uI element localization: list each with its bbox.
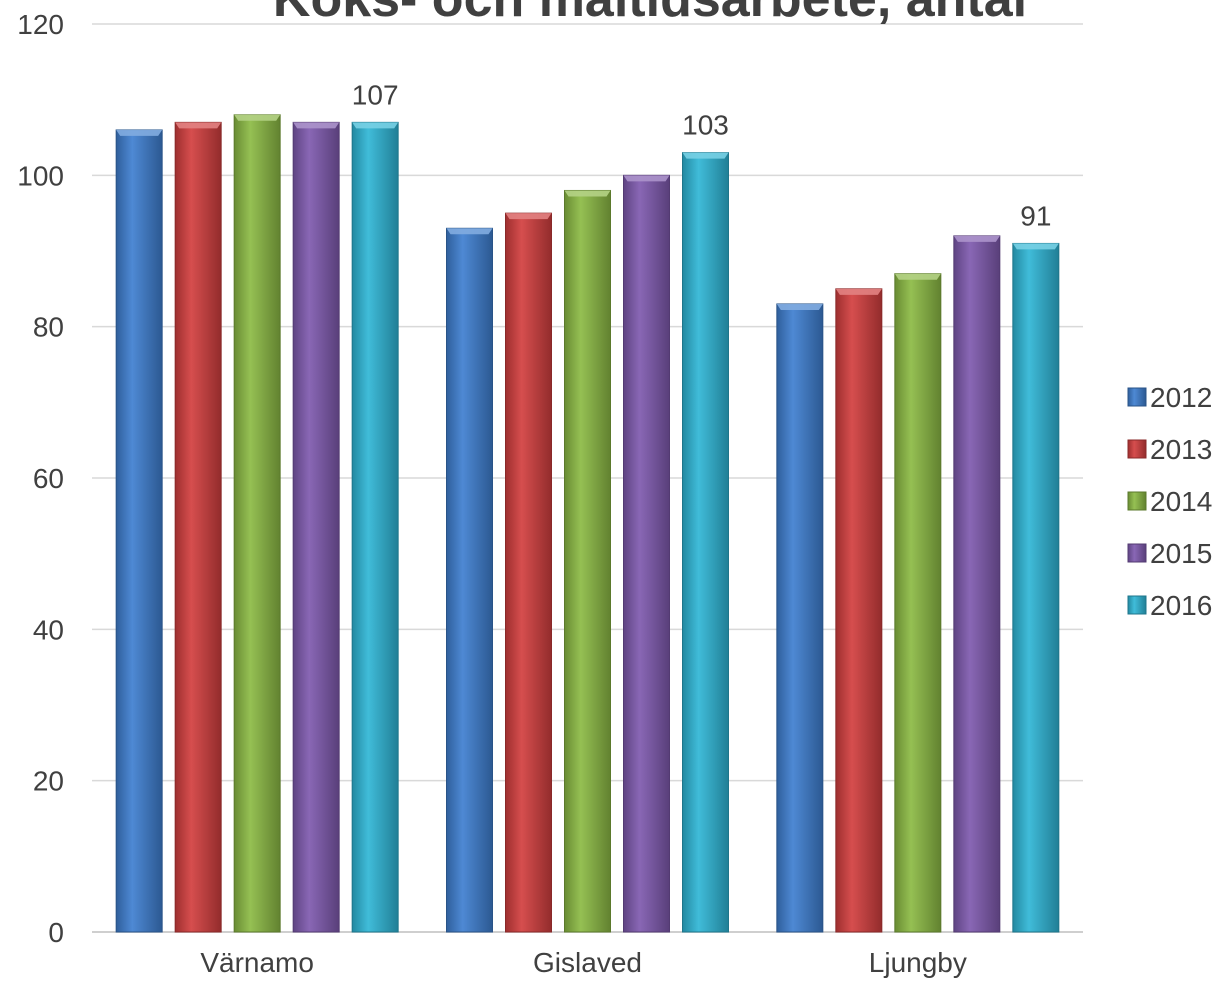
bar-top-bevel [1012, 243, 1059, 250]
chart-title: Koks- och måltidsarbete, antal [273, 0, 1027, 28]
bar-top-bevel [116, 129, 163, 136]
legend-label: 2014 [1150, 486, 1212, 517]
legend-swatch [1127, 387, 1147, 407]
bar-2015-gislaved [623, 174, 670, 933]
bar-top-bevel [446, 228, 493, 235]
legend-swatch [1127, 491, 1147, 511]
bar-top-bevel [835, 288, 882, 295]
legend-swatch [1127, 595, 1147, 615]
labels: 0 20 40 60 80 100 120 Värnamo Gislaved Ljungby 107… [17, 9, 1051, 978]
bar-top-bevel [564, 190, 611, 197]
x-tick-label: Värnamo [200, 947, 314, 978]
bar-2014-värnamo [233, 114, 281, 933]
legend: 2012 2013 2014 2015 2016 [1127, 382, 1212, 621]
bar-top-bevel [682, 152, 729, 159]
bar-2016-värnamo [351, 121, 399, 933]
legend-label: 2016 [1150, 590, 1212, 621]
y-tick-label: 40 [33, 614, 64, 645]
bar-2012-värnamo [115, 129, 163, 933]
bar-2016-gislaved [682, 152, 729, 933]
legend-label: 2013 [1150, 434, 1212, 465]
bar-2013-värnamo [174, 121, 222, 933]
bar-top-bevel [894, 273, 941, 280]
bars [115, 114, 1060, 933]
bar-top-bevel [623, 175, 670, 182]
bar-2013-gislaved [505, 212, 552, 933]
legend-swatch [1127, 439, 1147, 459]
bar-top-bevel [505, 213, 552, 220]
bar-top-bevel [352, 122, 399, 129]
x-tick-label: Gislaved [533, 947, 642, 978]
bar-top-bevel [776, 303, 823, 310]
y-tick-label: 20 [33, 766, 64, 797]
data-label: 103 [682, 110, 729, 141]
data-label: 91 [1020, 200, 1051, 231]
bar-top-bevel [293, 122, 340, 129]
bar-2016-ljungby [1012, 242, 1060, 933]
y-tick-label: 100 [17, 160, 64, 191]
legend-label: 2015 [1150, 538, 1212, 569]
y-tick-label: 120 [17, 9, 64, 40]
bar-2014-gislaved [564, 189, 611, 933]
bar-2012-gislaved [446, 227, 493, 933]
bar-2015-ljungby [953, 235, 1001, 933]
bar-top-bevel [953, 235, 1000, 242]
bar-top-bevel [234, 114, 281, 121]
x-tick-label: Ljungby [869, 947, 967, 978]
bar-2013-ljungby [835, 288, 883, 933]
data-label: 107 [352, 79, 399, 110]
bar-2012-ljungby [776, 303, 824, 933]
bar-top-bevel [175, 122, 222, 129]
legend-swatch [1127, 543, 1147, 563]
y-tick-label: 60 [33, 463, 64, 494]
bar-2014-ljungby [894, 273, 942, 933]
legend-label: 2012 [1150, 382, 1212, 413]
y-tick-label: 0 [48, 917, 64, 948]
y-tick-label: 80 [33, 312, 64, 343]
bar-2015-värnamo [292, 121, 340, 933]
